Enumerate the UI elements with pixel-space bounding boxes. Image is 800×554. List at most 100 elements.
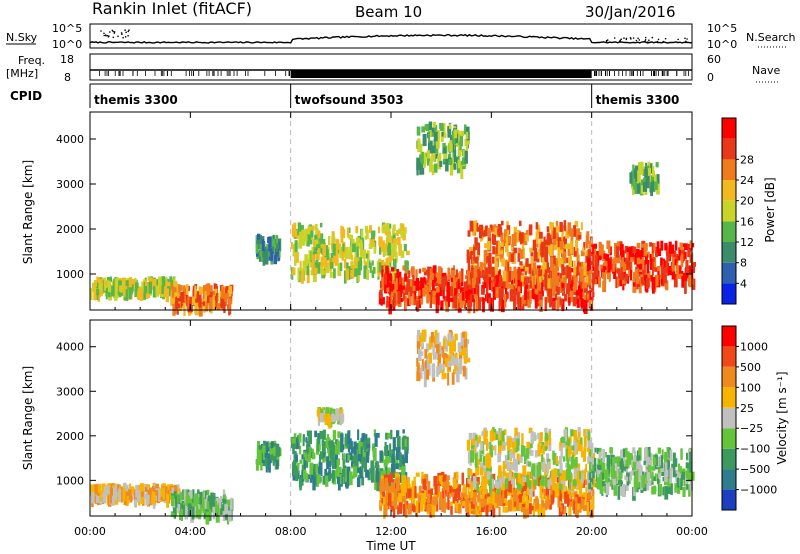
heatmap-cell xyxy=(552,450,555,461)
heatmap-cell xyxy=(559,483,563,491)
heatmap-cell xyxy=(419,154,423,165)
heatmap-cell xyxy=(472,473,476,478)
heatmap-cell xyxy=(485,438,488,451)
heatmap-cell xyxy=(450,135,453,144)
heatmap-cell xyxy=(483,249,488,263)
heatmap-cell xyxy=(441,276,446,291)
heatmap-cell xyxy=(328,258,331,266)
heatmap-cell xyxy=(509,463,513,470)
heatmap-cell xyxy=(148,281,152,294)
heatmap-cell xyxy=(212,511,216,520)
heatmap-cell xyxy=(401,454,405,465)
heatmap-cell xyxy=(401,289,404,294)
heatmap-cell xyxy=(574,221,579,227)
heatmap-cell xyxy=(570,280,573,291)
heatmap-cell xyxy=(299,445,302,455)
heatmap-cell xyxy=(391,463,394,478)
heatmap-cell xyxy=(406,250,410,255)
heatmap-cell xyxy=(195,293,199,307)
heatmap-cell xyxy=(604,469,609,484)
heatmap-cell xyxy=(541,459,546,472)
heatmap-cell xyxy=(426,150,430,161)
heatmap-cell xyxy=(96,288,100,296)
heatmap-cell xyxy=(424,349,428,359)
heatmap-cell xyxy=(537,248,540,259)
heatmap-cell xyxy=(611,466,616,479)
heatmap-cell xyxy=(628,477,631,484)
heatmap-cell xyxy=(575,239,579,251)
heatmap-cell xyxy=(105,288,108,300)
heatmap-cell xyxy=(354,265,358,277)
heatmap-cell xyxy=(515,282,520,296)
colorbar-swatch xyxy=(722,180,736,201)
heatmap-cell xyxy=(456,483,459,491)
nsearch-point xyxy=(103,32,105,35)
heatmap-cell xyxy=(451,131,456,144)
heatmap-cell xyxy=(387,231,391,236)
heatmap-cell xyxy=(530,290,534,299)
heatmap-cell xyxy=(649,263,653,270)
nsearch-point xyxy=(109,31,111,33)
heatmap-cell xyxy=(584,479,588,486)
heatmap-cell xyxy=(391,492,395,501)
heatmap-cell xyxy=(464,150,468,164)
heatmap-cell xyxy=(447,491,450,503)
heatmap-cell xyxy=(364,235,367,240)
colorbar-swatch xyxy=(722,118,736,139)
heatmap-cell xyxy=(295,251,299,263)
heatmap-cell xyxy=(540,265,545,275)
heatmap-cell xyxy=(423,373,427,388)
heatmap-cell xyxy=(446,281,450,294)
heatmap-cell xyxy=(567,467,570,481)
heatmap-cell xyxy=(684,251,687,260)
heatmap-cell xyxy=(427,480,431,495)
heatmap-cell xyxy=(332,235,335,248)
heatmap-cell xyxy=(588,299,593,307)
heatmap-cell xyxy=(476,284,479,298)
heatmap-cell xyxy=(480,506,483,512)
heatmap-cell xyxy=(407,288,411,295)
heatmap-cell xyxy=(462,348,466,356)
heatmap-cell xyxy=(341,249,344,261)
heatmap-cell xyxy=(390,294,393,306)
heatmap-cell xyxy=(542,445,545,455)
heatmap-cell xyxy=(525,506,529,518)
heatmap-cell xyxy=(569,494,572,500)
x-tick-label: 04:00 xyxy=(174,525,206,538)
heatmap-cell xyxy=(571,268,575,273)
heatmap-cell xyxy=(309,254,312,262)
heatmap-cell xyxy=(263,246,267,254)
heatmap-cell xyxy=(677,463,681,472)
heatmap-cell xyxy=(98,284,103,291)
heatmap-cell xyxy=(431,154,436,161)
heatmap-cell xyxy=(515,492,519,506)
heatmap-cell xyxy=(530,431,534,443)
heatmap-cell xyxy=(418,348,422,362)
heatmap-cell xyxy=(342,229,346,238)
heatmap-cell xyxy=(195,506,199,518)
heatmap-cell xyxy=(398,484,402,491)
heatmap-cell xyxy=(431,505,434,515)
colorbar-tick-label: −100 xyxy=(740,443,770,456)
heatmap-cell xyxy=(651,471,654,483)
heatmap-cell xyxy=(489,224,493,231)
heatmap-cell xyxy=(514,232,517,246)
heatmap-cell xyxy=(449,140,453,152)
heatmap-cell xyxy=(640,183,644,194)
heatmap-cell xyxy=(388,250,392,263)
heatmap-cell xyxy=(194,286,197,299)
heatmap-cell xyxy=(166,494,169,508)
heatmap-cell xyxy=(599,480,604,494)
heatmap-cell xyxy=(497,241,500,255)
heatmap-cell xyxy=(449,163,454,176)
heatmap-cell xyxy=(383,262,388,269)
heatmap-cell xyxy=(491,473,496,481)
heatmap-cell xyxy=(539,432,543,442)
heatmap-cell xyxy=(329,271,333,278)
heatmap-cell xyxy=(389,223,392,229)
freq-bottom-tick: 8 xyxy=(64,71,71,84)
heatmap-cell xyxy=(333,268,336,279)
heatmap-cell xyxy=(453,472,456,482)
heatmap-cell xyxy=(360,442,363,447)
heatmap-cell xyxy=(317,231,321,239)
